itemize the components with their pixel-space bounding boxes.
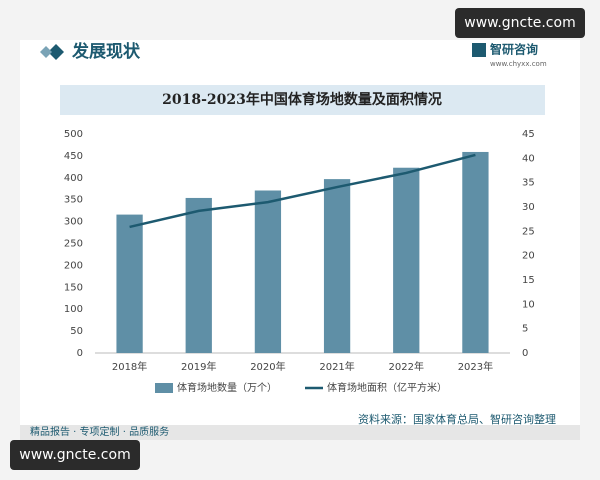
x-tick-label: 2023年 — [458, 360, 493, 373]
bar — [254, 190, 282, 353]
brand: 智研咨询 — [489, 42, 538, 57]
y2-tick-label: 10 — [522, 299, 535, 310]
y-tick-label: 400 — [64, 173, 83, 184]
watermark-box — [10, 440, 140, 470]
y2-tick-label: 5 — [522, 324, 528, 335]
y-tick-label: 350 — [64, 195, 83, 206]
y2-tick-label: 45 — [522, 129, 535, 140]
y2-tick-label: 35 — [522, 178, 535, 189]
footer: 精品报告 · 专项定制 · 品质服务 — [30, 425, 169, 438]
y-tick-label: 0 — [77, 348, 83, 359]
watermark: www.gncte.com — [19, 447, 130, 463]
y-tick-label: 500 — [64, 129, 83, 140]
y2-tick-label: 30 — [522, 202, 535, 213]
y2-tick-label: 0 — [522, 348, 528, 359]
bar — [116, 214, 143, 353]
source: 资料来源：国家体育总局、智研咨询整理 — [358, 412, 556, 426]
y-tick-label: 100 — [64, 304, 83, 315]
x-tick-label: 2018年 — [112, 360, 147, 373]
line — [129, 153, 476, 229]
bar — [323, 179, 351, 353]
title-bar — [60, 85, 545, 115]
y2-tick-label: 25 — [522, 226, 535, 237]
y2-tick-label: 40 — [522, 153, 535, 164]
diamond-icon — [40, 46, 52, 58]
x-tick-label: 2020年 — [250, 360, 285, 373]
x-tick-label: 2021年 — [319, 360, 354, 373]
y2-tick-label: 20 — [522, 251, 535, 262]
section-title: 发展现状 — [71, 41, 141, 62]
diamond-icon — [48, 44, 64, 60]
legend-label: 体育场地面积（亿平方米） — [327, 381, 447, 394]
brand-url: www.chyxx.com — [490, 60, 547, 68]
bar — [185, 197, 212, 353]
legend-swatch — [155, 383, 173, 393]
x-tick-label: 2022年 — [389, 360, 424, 373]
y-tick-label: 450 — [64, 151, 83, 162]
logo-icon — [472, 43, 486, 57]
legend-label: 体育场地数量（万个） — [177, 381, 277, 394]
x-tick-label: 2019年 — [181, 360, 216, 373]
y-tick-label: 50 — [70, 326, 83, 337]
y-tick-label: 250 — [64, 239, 83, 250]
watermark-box — [455, 8, 585, 38]
chart-title: 2018-2023年中国体育场地数量及面积情况 — [162, 91, 442, 108]
y2-tick-label: 15 — [522, 275, 535, 286]
footer-bar — [20, 425, 580, 440]
y-tick-label: 150 — [64, 282, 83, 293]
y-tick-label: 200 — [64, 260, 83, 271]
y-tick-label: 300 — [64, 217, 83, 228]
bar — [462, 151, 489, 353]
watermark: www.gncte.com — [464, 15, 575, 31]
bar — [393, 167, 420, 353]
